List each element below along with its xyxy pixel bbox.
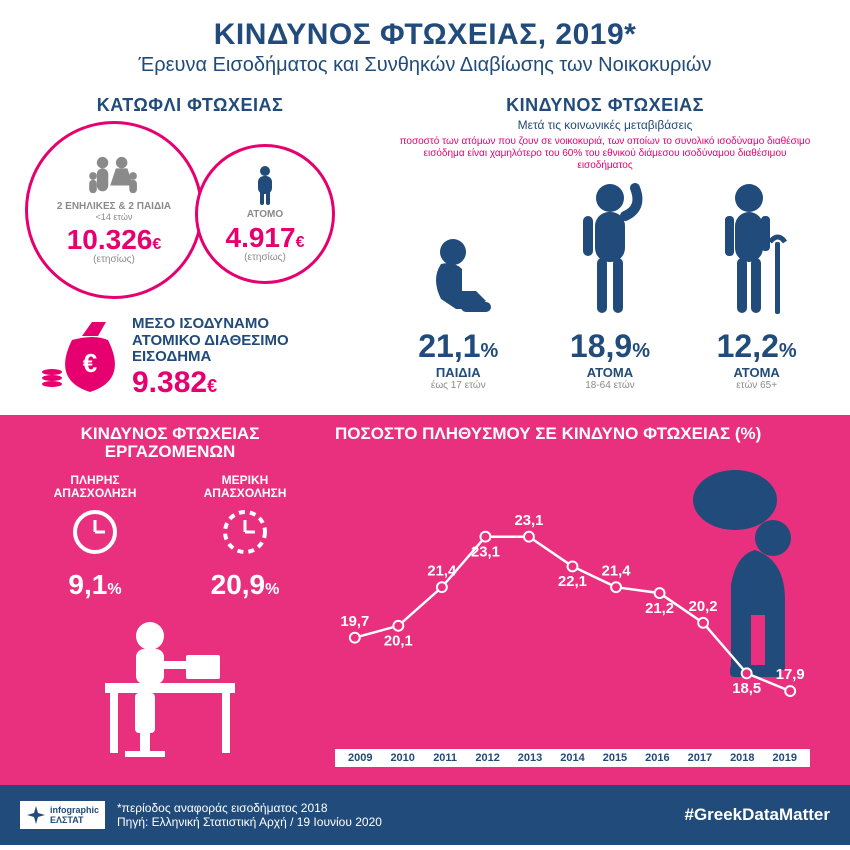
svg-text:20,1: 20,1 xyxy=(384,633,413,649)
workers-title2: ΕΡΓΑΖΟΜΕΝΩΝ xyxy=(20,443,320,462)
main-title: ΚΙΝΔΥΝΟΣ ΦΤΩΧΕΙΑΣ, 2019* xyxy=(20,18,830,52)
money-bag-icon: € xyxy=(40,318,120,398)
income-label3: ΕΙΣΟΔΗΜΑ xyxy=(132,349,289,366)
main-subtitle: Έρευνα Εισοδήματος και Συνθηκών Διαβίωση… xyxy=(20,54,830,77)
age-group-pct: 21,1% xyxy=(413,328,503,365)
svg-text:21,2: 21,2 xyxy=(645,600,674,616)
hashtag: #GreekDataMatter xyxy=(684,805,830,825)
svg-text:17,9: 17,9 xyxy=(776,667,805,683)
svg-text:21,4: 21,4 xyxy=(427,563,457,579)
footer: infographicΕΛΣΤΑΤ *περίοδος αναφοράς εισ… xyxy=(0,785,850,845)
workers-risk: ΚΙΝΔΥΝΟΣ ΦΤΩΧΕΙΑΣ ΕΡΓΑΖΟΜΕΝΩΝ ΠΛΗΡΗΣ ΑΠΑ… xyxy=(20,425,320,777)
svg-text:23,1: 23,1 xyxy=(471,544,500,560)
age-group-pct: 18,9% xyxy=(570,328,650,365)
family-threshold-circle: 2 ΕΝΗΛΙΚΕΣ & 2 ΠΑΙΔΙΑ <14 ετών 10.326€ (… xyxy=(25,121,203,299)
single-value: 4.917€ xyxy=(226,224,305,252)
year-label: 2016 xyxy=(636,752,678,764)
clock-part-icon xyxy=(221,508,269,556)
threshold-title: ΚΑΤΩΦΛΙ ΦΤΩΧΕΙΑΣ xyxy=(20,95,360,116)
single-desc: ΑΤΟΜΟ xyxy=(247,209,283,220)
year-label: 2009 xyxy=(339,752,381,764)
full-pct: 9,1% xyxy=(54,569,137,601)
svg-text:21,4: 21,4 xyxy=(602,563,632,579)
age-group-name: ΑΤΟΜΑ xyxy=(570,365,650,380)
trend-title: ΠΟΣΟΣΤΟ ΠΛΗΘΥΣΜΟΥ ΣΕ ΚΙΝΔΥΝΟ ΦΤΩΧΕΙΑΣ (%… xyxy=(335,425,830,444)
age-group-name: ΑΤΟΜΑ xyxy=(717,365,797,380)
year-label: 2014 xyxy=(551,752,593,764)
risk-subtitle: Μετά τις κοινωνικές μεταβιβάσεις xyxy=(380,118,830,132)
year-label: 2013 xyxy=(509,752,551,764)
age-group: 18,9% ΑΤΟΜΑ 18-64 ετών xyxy=(570,182,650,391)
desk-worker-icon xyxy=(80,611,260,761)
age-group-icon xyxy=(717,182,797,322)
footnote: *περίοδος αναφοράς εισοδήματος 2018 xyxy=(117,801,382,815)
source: Πηγή: Ελληνική Στατιστική Αρχή / 19 Ιουν… xyxy=(117,815,382,829)
family-desc: 2 ΕΝΗΛΙΚΕΣ & 2 ΠΑΙΔΙΑ xyxy=(57,201,171,212)
year-label: 2011 xyxy=(424,752,466,764)
svg-text:22,1: 22,1 xyxy=(558,574,587,590)
income-label2: ΑΤΟΜΙΚΟ ΔΙΑΘΕΣΙΜΟ xyxy=(132,333,289,350)
family-icon xyxy=(85,155,143,197)
part-pct: 20,9% xyxy=(204,569,287,601)
single-threshold-circle: ΑΤΟΜΟ 4.917€ (ετησίως) xyxy=(195,144,335,284)
year-label: 2015 xyxy=(594,752,636,764)
risk-title: ΚΙΝΔΥΝΟΣ ΦΤΩΧΕΙΑΣ xyxy=(380,95,830,116)
pink-band: ΚΙΝΔΥΝΟΣ ΦΤΩΧΕΙΑΣ ΕΡΓΑΖΟΜΕΝΩΝ ΠΛΗΡΗΣ ΑΠΑ… xyxy=(0,415,850,785)
full-employment: ΠΛΗΡΗΣ ΑΠΑΣΧΟΛΗΣΗ 9,1% xyxy=(54,474,137,601)
income-label1: ΜΕΣΟ ΙΣΟΔΥΝΑΜΟ xyxy=(132,316,289,333)
single-annual: (ετησίως) xyxy=(244,252,286,263)
year-label: 2012 xyxy=(466,752,508,764)
income-value: 9.382€ xyxy=(132,366,289,400)
age-group-range: ετών 65+ xyxy=(717,380,797,391)
year-label: 2018 xyxy=(721,752,763,764)
trend-section: ΠΟΣΟΣΤΟ ΠΛΗΘΥΣΜΟΥ ΣΕ ΚΙΝΔΥΝΟ ΦΤΩΧΕΙΑΣ (%… xyxy=(335,425,830,777)
svg-text:23,1: 23,1 xyxy=(515,512,544,528)
age-group-icon xyxy=(413,232,503,322)
svg-text:€: € xyxy=(83,348,97,378)
svg-text:19,7: 19,7 xyxy=(340,613,369,629)
age-group-icon xyxy=(570,182,650,322)
year-axis: 2009201020112012201320142015201620172018… xyxy=(335,749,810,767)
age-group-range: έως 17 ετών xyxy=(413,380,503,391)
elstat-badge: infographicΕΛΣΤΑΤ xyxy=(20,801,105,829)
age-group: 21,1% ΠΑΙΔΙΑ έως 17 ετών xyxy=(413,232,503,391)
workers-title1: ΚΙΝΔΥΝΟΣ ΦΤΩΧΕΙΑΣ xyxy=(20,425,320,444)
family-annual: (ετησίως) xyxy=(93,254,135,265)
age-group-name: ΠΑΙΔΙΑ xyxy=(413,365,503,380)
compass-icon xyxy=(26,805,46,825)
trend-chart: 19,7 20,1 21,4 23,1 23,1 22,1 21,4 21,2 20,2 18,5… xyxy=(335,463,810,745)
threshold-section: ΚΑΤΩΦΛΙ ΦΤΩΧΕΙΑΣ 2 ΕΝΗΛΙΚΕΣ & 2 ΠΑΙΔΙΑ <… xyxy=(20,95,360,400)
header: ΚΙΝΔΥΝΟΣ ΦΤΩΧΕΙΑΣ, 2019* Έρευνα Εισοδήμα… xyxy=(20,18,830,77)
risk-section: ΚΙΝΔΥΝΟΣ ΦΤΩΧΕΙΑΣ Μετά τις κοινωνικές με… xyxy=(380,95,830,400)
year-label: 2019 xyxy=(764,752,806,764)
age-group: 12,2% ΑΤΟΜΑ ετών 65+ xyxy=(717,182,797,391)
age-group-range: 18-64 ετών xyxy=(570,380,650,391)
part-employment: ΜΕΡΙΚΗ ΑΠΑΣΧΟΛΗΣΗ 20,9% xyxy=(204,474,287,601)
svg-text:18,5: 18,5 xyxy=(732,681,761,697)
person-icon xyxy=(254,165,276,205)
family-value: 10.326€ xyxy=(67,226,162,254)
year-label: 2017 xyxy=(679,752,721,764)
clock-full-icon xyxy=(71,508,119,556)
risk-description: ποσοστό των ατόμων που ζουν σε νοικοκυρι… xyxy=(395,136,815,172)
family-desc2: <14 ετών xyxy=(96,212,133,222)
median-income: € ΜΕΣΟ ΙΣΟΔΥΝΑΜΟ ΑΤΟΜΙΚΟ ΔΙΑΘΕΣΙΜΟ ΕΙΣΟΔ… xyxy=(20,316,360,400)
year-label: 2010 xyxy=(381,752,423,764)
svg-text:20,2: 20,2 xyxy=(689,598,718,614)
age-group-pct: 12,2% xyxy=(717,328,797,365)
